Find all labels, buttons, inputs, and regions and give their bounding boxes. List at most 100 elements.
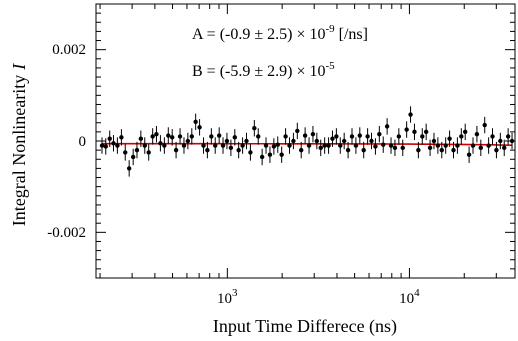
point-marker <box>439 147 444 153</box>
point-marker <box>267 152 273 157</box>
point-marker <box>291 138 296 144</box>
data-point <box>478 139 484 157</box>
point-marker <box>326 143 331 148</box>
data-point <box>213 137 218 154</box>
point-marker <box>228 145 234 151</box>
point-marker <box>310 131 316 137</box>
point-marker <box>263 143 269 148</box>
point-marker <box>107 136 112 141</box>
point-marker <box>420 134 425 139</box>
y-axis-title-main: Integral Nonlinearity <box>9 75 29 226</box>
point-marker <box>130 154 136 160</box>
point-marker <box>509 138 515 144</box>
point-marker <box>502 145 507 151</box>
data-point <box>349 128 355 145</box>
point-marker <box>361 147 366 153</box>
point-marker <box>431 138 437 144</box>
data-point <box>326 137 331 154</box>
data-point <box>306 137 312 154</box>
point-marker <box>115 143 120 148</box>
major-ticks <box>96 4 515 278</box>
data-point <box>275 136 280 153</box>
point-marker <box>373 144 378 149</box>
data-point <box>322 137 327 154</box>
data-point <box>146 144 151 161</box>
point-marker <box>232 135 237 140</box>
point-marker <box>353 143 359 148</box>
data-point <box>314 132 320 150</box>
point-marker <box>404 127 409 132</box>
point-marker <box>338 143 343 148</box>
data-point <box>216 127 222 144</box>
point-marker <box>400 145 405 151</box>
point-marker <box>170 135 175 140</box>
point-marker <box>427 145 433 151</box>
data-point <box>267 146 273 163</box>
data-point <box>505 128 511 145</box>
data-point <box>130 148 136 166</box>
point-marker <box>486 143 491 148</box>
data-point <box>252 119 257 137</box>
data-point <box>185 132 191 150</box>
point-marker <box>275 142 280 147</box>
point-marker <box>99 143 105 148</box>
data-point <box>220 137 226 154</box>
point-marker <box>236 147 241 153</box>
data-point <box>158 135 163 152</box>
data-point <box>392 139 398 157</box>
y-tick-labels: 0.002 0 -0.002 <box>47 42 86 241</box>
data-point <box>470 137 476 154</box>
point-marker <box>423 129 429 135</box>
data-point <box>466 146 472 163</box>
y-axis-title: Integral Nonlinearity I <box>9 63 29 226</box>
data-point <box>271 138 277 155</box>
data-point <box>435 137 441 154</box>
point-marker <box>455 143 460 148</box>
point-marker <box>216 133 222 138</box>
point-marker <box>490 134 495 139</box>
data-point <box>259 148 265 166</box>
data-point <box>384 118 390 135</box>
data-point <box>459 128 464 145</box>
data-point <box>381 136 386 153</box>
data-point <box>377 125 382 143</box>
point-marker <box>287 143 292 148</box>
point-marker <box>357 133 362 138</box>
data-point <box>509 132 515 150</box>
data-point <box>123 144 128 161</box>
point-marker <box>271 144 277 149</box>
point-marker <box>365 134 370 139</box>
point-marker <box>173 147 179 153</box>
data-point <box>404 121 409 138</box>
point-marker <box>256 134 261 139</box>
data-point <box>150 128 155 145</box>
data-point <box>189 128 194 145</box>
point-marker <box>302 133 308 138</box>
data-point <box>408 106 413 123</box>
point-marker <box>330 136 335 141</box>
point-marker <box>205 147 210 153</box>
minor-ticks <box>96 3 515 279</box>
data-point <box>162 137 167 154</box>
data-point <box>291 132 296 150</box>
data-point <box>177 128 183 145</box>
data-point <box>502 139 507 157</box>
point-marker <box>142 143 147 148</box>
data-point <box>455 137 460 154</box>
data-point <box>439 141 444 159</box>
point-marker <box>505 134 511 139</box>
point-marker <box>244 138 249 144</box>
data-point <box>400 139 405 157</box>
data-point <box>318 139 323 157</box>
point-marker <box>498 138 503 144</box>
data-point <box>154 125 159 143</box>
point-marker <box>111 141 116 146</box>
point-marker <box>435 143 441 148</box>
data-point <box>119 129 124 146</box>
data-point <box>287 137 292 154</box>
data-point <box>138 130 144 147</box>
point-marker <box>248 150 253 155</box>
data-point <box>310 125 316 143</box>
point-marker <box>322 143 327 148</box>
point-marker <box>279 152 284 157</box>
